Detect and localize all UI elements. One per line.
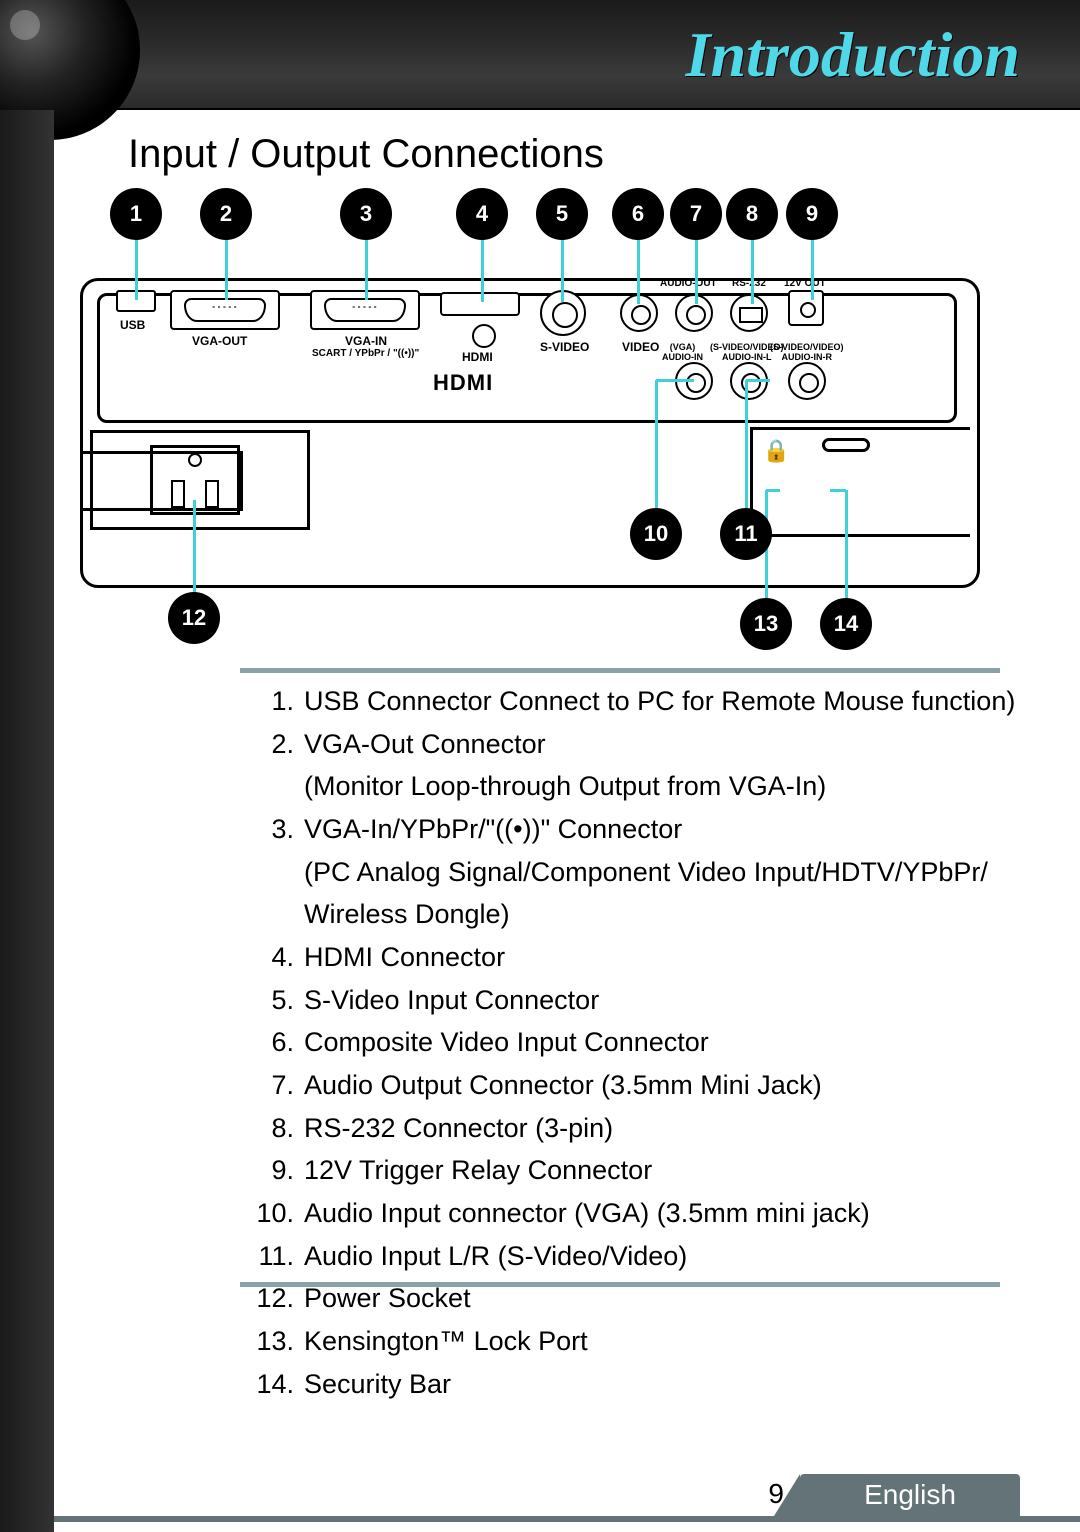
callout-8: 8	[726, 188, 778, 240]
callout-9: 9	[786, 188, 838, 240]
rs232-port-icon	[730, 294, 768, 332]
list-item-text: Kensington™ Lock Port	[304, 1320, 1016, 1363]
list-item-text: Security Bar	[304, 1363, 1016, 1406]
left-spine	[0, 110, 54, 1532]
header-band: Introduction	[0, 0, 1080, 110]
hdmi-label: HDMI	[462, 350, 493, 364]
audio-out-label: AUDIO-OUT	[660, 278, 717, 289]
callout-6: 6	[612, 188, 664, 240]
callout-14: 14	[820, 598, 872, 650]
vga-out-label: VGA-OUT	[192, 334, 247, 348]
trigger-port-icon	[788, 290, 824, 326]
kensington-lock-icon: 🔒	[763, 438, 790, 464]
rs232-label: RS-232	[732, 278, 766, 289]
callout-10: 10	[630, 508, 682, 560]
list-item-number: 6.	[256, 1021, 304, 1064]
list-item: 3.VGA-In/YPbPr/"((•))" Connector	[256, 808, 1016, 851]
list-item: 8.RS-232 Connector (3-pin)	[256, 1107, 1016, 1150]
list-item: 1.USB Connector Connect to PC for Remote…	[256, 680, 1016, 723]
list-item-number: 11.	[256, 1235, 304, 1278]
list-item-number: 14.	[256, 1363, 304, 1406]
list-item-number: 5.	[256, 979, 304, 1022]
lead-line	[656, 379, 694, 382]
hdmi-port-icon	[440, 292, 520, 316]
list-item-text: VGA-In/YPbPr/"((•))" Connector	[304, 808, 1016, 851]
list-item-number: 7.	[256, 1064, 304, 1107]
list-item-number: 4.	[256, 936, 304, 979]
list-item: 4.HDMI Connector	[256, 936, 1016, 979]
video-label: VIDEO	[622, 340, 659, 354]
vga-in-label: VGA-IN	[345, 334, 387, 348]
divider-bottom	[240, 1282, 1000, 1287]
section-title: Input / Output Connections	[128, 132, 604, 177]
svideo-label: S-VIDEO	[540, 340, 589, 354]
divider-top	[240, 668, 1000, 673]
list-item-text: Audio Input L/R (S-Video/Video)	[304, 1235, 1016, 1278]
usb-label: USB	[120, 318, 145, 332]
callout-13: 13	[740, 598, 792, 650]
list-item-number: 9.	[256, 1149, 304, 1192]
hdmi-logo: HDMI	[433, 370, 493, 396]
list-item-text: 12V Trigger Relay Connector	[304, 1149, 1016, 1192]
io-diagram: 🔒 USB ∘∘∘∘∘ VGA-OUT ∘∘∘∘∘ VGA-IN SCART /…	[70, 190, 990, 650]
vga-in-sublabel: SCART / YPbPr / "((•))"	[312, 348, 419, 359]
list-item-number: 3.	[256, 808, 304, 851]
callout-4: 4	[456, 188, 508, 240]
list-item-text: Composite Video Input Connector	[304, 1021, 1016, 1064]
callout-7: 7	[670, 188, 722, 240]
power-ground-pin-icon	[188, 453, 202, 467]
list-item-text: HDMI Connector	[304, 936, 1016, 979]
list-item-number: 2.	[256, 723, 304, 766]
list-item-number: 13.	[256, 1320, 304, 1363]
list-item: 11.Audio Input L/R (S-Video/Video)	[256, 1235, 1016, 1278]
audio-in-r-label: (S-VIDEO/VIDEO) AUDIO-IN-R	[770, 342, 844, 362]
list-item: 7.Audio Output Connector (3.5mm Mini Jac…	[256, 1064, 1016, 1107]
security-bar-icon	[822, 438, 870, 452]
list-item: 10.Audio Input connector (VGA) (3.5mm mi…	[256, 1192, 1016, 1235]
footer-language-tab: English	[800, 1474, 1020, 1516]
connector-list: 1.USB Connector Connect to PC for Remote…	[256, 680, 1016, 1405]
list-item: 5.S-Video Input Connector	[256, 979, 1016, 1022]
callout-2: 2	[200, 188, 252, 240]
list-item: 2.VGA-Out Connector	[256, 723, 1016, 766]
callout-3: 3	[340, 188, 392, 240]
header-title: Introduction	[686, 18, 1020, 92]
lead-line	[830, 489, 846, 492]
list-item-text: Audio Output Connector (3.5mm Mini Jack)	[304, 1064, 1016, 1107]
callout-12: 12	[168, 592, 220, 644]
list-item-text: USB Connector Connect to PC for Remote M…	[304, 680, 1016, 723]
footer-bar	[54, 1516, 1080, 1522]
list-item-number: 10.	[256, 1192, 304, 1235]
list-item: 13.Kensington™ Lock Port	[256, 1320, 1016, 1363]
list-item: 6.Composite Video Input Connector	[256, 1021, 1016, 1064]
list-item-text: S-Video Input Connector	[304, 979, 1016, 1022]
list-item-subtext: (PC Analog Signal/Component Video Input/…	[256, 851, 1016, 936]
audio-in-r-port-icon	[788, 362, 826, 400]
lead-line	[766, 489, 780, 492]
callout-1: 1	[110, 188, 162, 240]
callout-11: 11	[720, 508, 772, 560]
lead-line	[746, 379, 770, 382]
list-item: 9.12V Trigger Relay Connector	[256, 1149, 1016, 1192]
list-item-text: VGA-Out Connector	[304, 723, 1016, 766]
audio-out-port-icon	[675, 294, 713, 332]
list-item-number: 8.	[256, 1107, 304, 1150]
list-item: 14.Security Bar	[256, 1363, 1016, 1406]
trigger-label: 12V OUT	[784, 278, 826, 289]
audio-in-vga-label: (VGA) AUDIO-IN	[662, 342, 703, 362]
list-item-text: Audio Input connector (VGA) (3.5mm mini …	[304, 1192, 1016, 1235]
list-item-number: 1.	[256, 680, 304, 723]
list-item-text: RS-232 Connector (3-pin)	[304, 1107, 1016, 1150]
callout-5: 5	[536, 188, 588, 240]
list-item-subtext: (Monitor Loop-through Output from VGA-In…	[256, 765, 1016, 808]
